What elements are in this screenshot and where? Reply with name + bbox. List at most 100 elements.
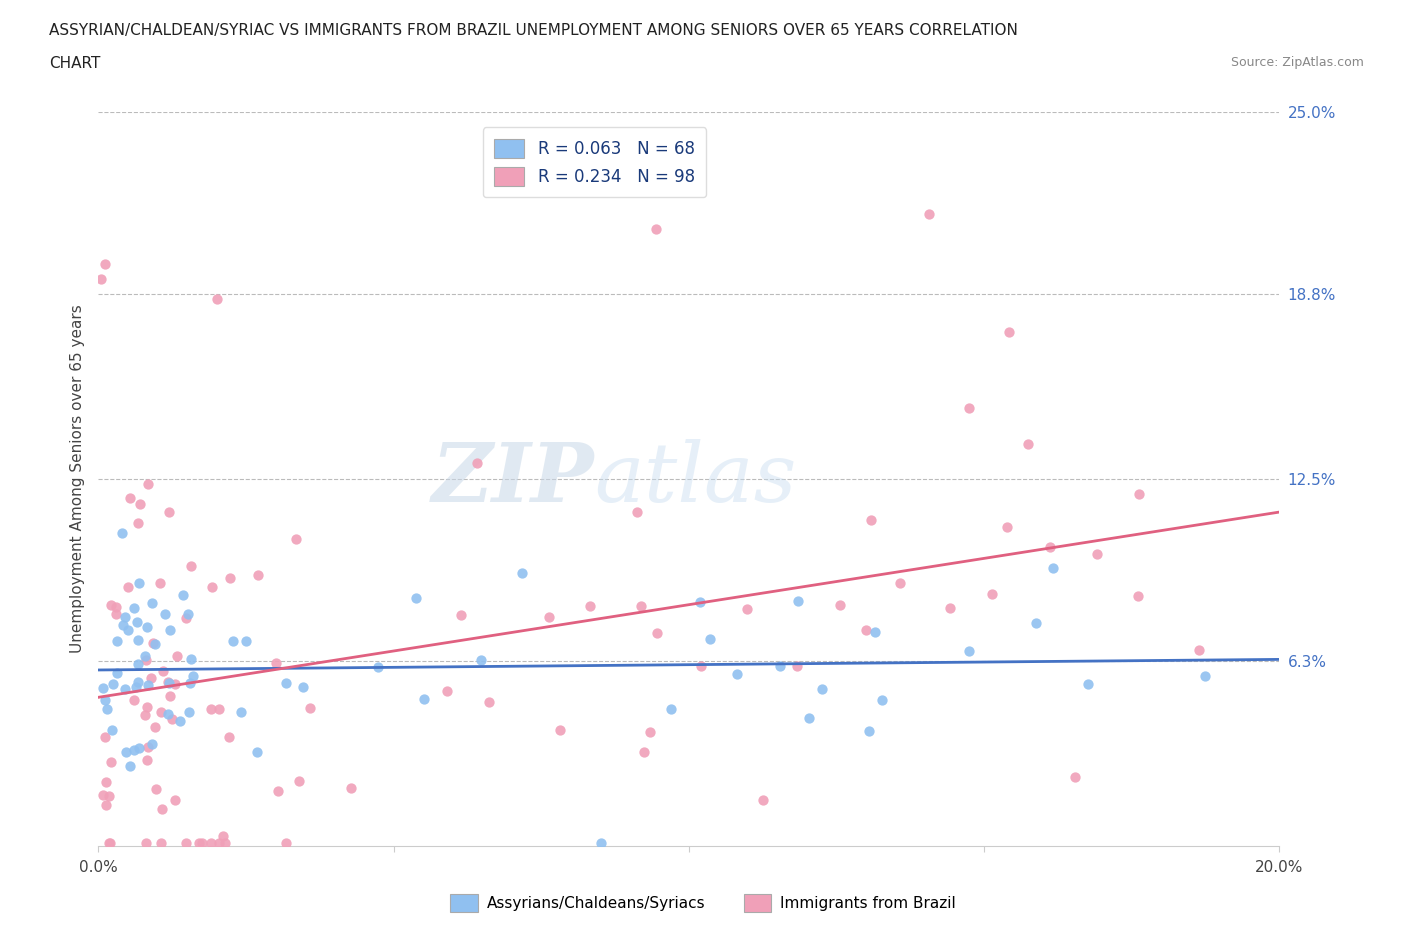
Point xyxy=(149,705,172,720)
Point xyxy=(725,667,748,682)
Point xyxy=(208,836,231,851)
Point xyxy=(94,798,117,813)
Point xyxy=(125,679,148,694)
Point xyxy=(859,513,882,528)
Point xyxy=(188,836,211,851)
Point xyxy=(786,658,808,673)
Point xyxy=(101,677,124,692)
Point xyxy=(145,782,167,797)
Point xyxy=(1064,770,1087,785)
Point xyxy=(201,579,224,594)
Point xyxy=(645,221,668,236)
Point xyxy=(957,401,980,416)
Point xyxy=(510,565,533,580)
Point xyxy=(159,689,181,704)
Point xyxy=(128,576,150,591)
Point xyxy=(105,606,128,621)
Point xyxy=(118,490,141,505)
Point xyxy=(180,559,202,574)
Point xyxy=(769,659,792,674)
Point xyxy=(548,723,571,737)
Point xyxy=(633,745,655,760)
Point xyxy=(200,836,222,851)
Point xyxy=(538,609,561,624)
Point xyxy=(830,598,852,613)
Point xyxy=(160,711,183,726)
Point xyxy=(638,725,661,740)
Point xyxy=(100,754,122,769)
Point xyxy=(98,789,121,804)
Point xyxy=(128,741,150,756)
Point xyxy=(165,793,187,808)
Point xyxy=(100,597,122,612)
Point xyxy=(105,634,128,649)
Point xyxy=(997,325,1019,339)
Point xyxy=(179,676,201,691)
Text: CHART: CHART xyxy=(49,56,101,71)
Point xyxy=(274,676,297,691)
Point xyxy=(134,708,156,723)
Point xyxy=(143,719,166,734)
Point xyxy=(1077,676,1099,691)
Point xyxy=(1128,487,1150,502)
Point xyxy=(104,599,127,614)
Point xyxy=(90,272,112,286)
Point xyxy=(152,663,174,678)
Point xyxy=(135,752,157,767)
Point xyxy=(166,648,188,663)
Point xyxy=(645,626,668,641)
Point xyxy=(246,745,269,760)
Point xyxy=(180,652,202,667)
Point xyxy=(179,704,201,719)
Point xyxy=(127,615,149,630)
Point xyxy=(149,576,172,591)
Point xyxy=(235,633,257,648)
Point xyxy=(141,736,163,751)
Point xyxy=(122,743,145,758)
Point xyxy=(797,711,820,726)
Point xyxy=(212,829,235,844)
Point xyxy=(135,620,157,635)
Point xyxy=(412,691,434,706)
Point xyxy=(1039,540,1062,555)
Point xyxy=(136,700,159,715)
Point xyxy=(221,633,243,648)
Point xyxy=(405,591,427,606)
Point xyxy=(155,607,177,622)
Point xyxy=(247,567,270,582)
Point xyxy=(1188,643,1211,658)
Point xyxy=(135,653,157,668)
Point xyxy=(127,674,149,689)
Point xyxy=(101,723,124,737)
Point xyxy=(450,607,472,622)
Point xyxy=(579,598,602,613)
Point xyxy=(589,836,612,851)
Point xyxy=(367,659,389,674)
Point xyxy=(200,701,222,716)
Point xyxy=(218,730,240,745)
Point xyxy=(1025,616,1047,631)
Point xyxy=(149,836,172,851)
Point xyxy=(229,705,252,720)
Point xyxy=(340,781,363,796)
Point xyxy=(117,579,139,594)
Point xyxy=(191,836,214,851)
Point xyxy=(134,648,156,663)
Point xyxy=(855,622,877,637)
Point xyxy=(98,836,121,851)
Point xyxy=(105,666,128,681)
Point xyxy=(91,681,114,696)
Point xyxy=(139,671,162,685)
Point xyxy=(207,702,229,717)
Point xyxy=(659,701,682,716)
Point xyxy=(157,675,180,690)
Point xyxy=(111,525,134,540)
Point xyxy=(870,693,893,708)
Point xyxy=(136,477,159,492)
Point xyxy=(142,635,165,650)
Point xyxy=(205,292,228,307)
Point xyxy=(939,601,962,616)
Point xyxy=(143,637,166,652)
Point xyxy=(150,802,173,817)
Point xyxy=(117,622,139,637)
